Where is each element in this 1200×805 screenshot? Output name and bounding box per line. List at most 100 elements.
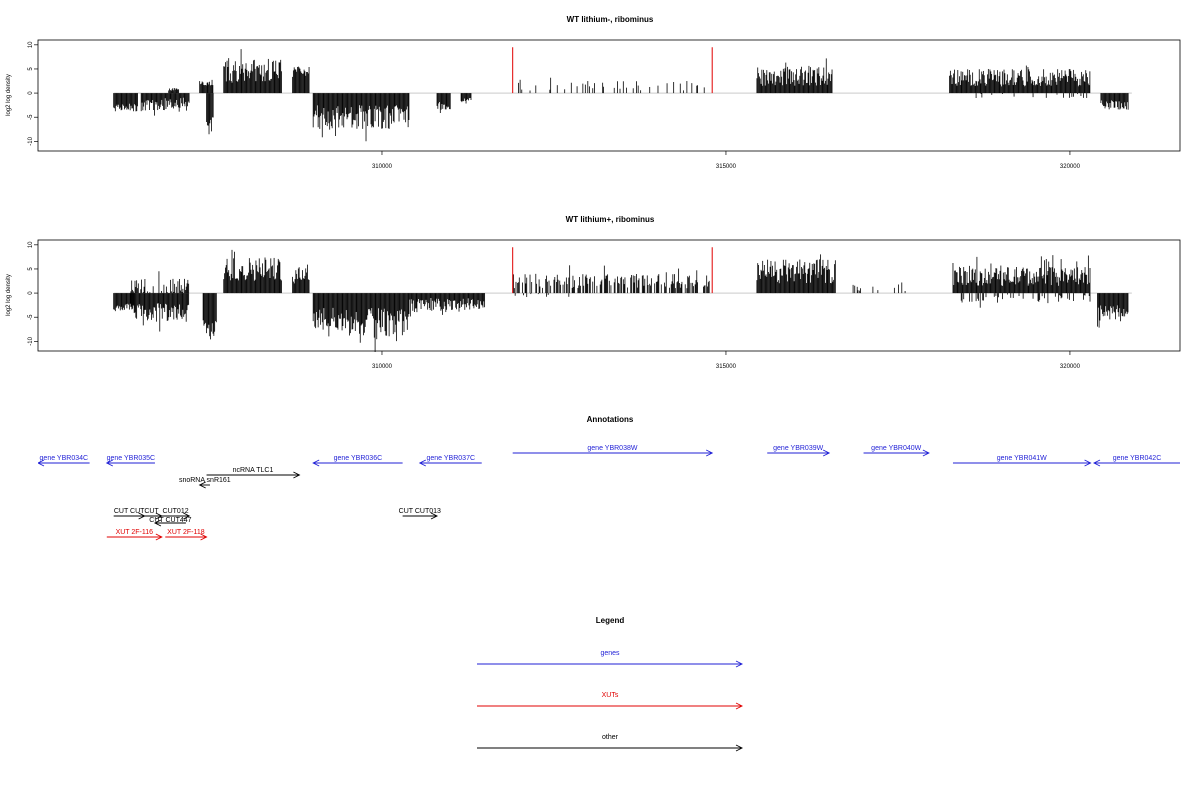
y-tick-label: 5: [28, 67, 34, 71]
legend: Legend genes XUTs other: [477, 616, 744, 752]
x-axis: 310000 315000 320000: [372, 351, 1081, 370]
feature-label: ncRNA TLC1: [233, 467, 274, 474]
x-tick-label: 310000: [372, 164, 393, 170]
x-tick-label: 320000: [1060, 164, 1081, 170]
feature-label: CUT CUT447: [149, 517, 191, 524]
feature-arrowhead: [1092, 459, 1101, 467]
signal-segment: [756, 58, 833, 94]
legend-item: other: [477, 734, 744, 752]
feature-arrowhead: [705, 449, 714, 457]
signal-segment: [975, 93, 1088, 99]
feature-arrowhead: [105, 459, 113, 467]
annotation-other: CUT012: [161, 508, 191, 520]
feature-label: gene YBR036C: [334, 455, 383, 462]
annotation-gene: gene YBR038W: [512, 445, 714, 457]
y-tick-label: -5: [28, 114, 34, 120]
annotation-features: gene YBR034C gene YBR035C ncRNA TLC1snoRNA…: [38, 445, 1180, 541]
annotation-other: snoRNA snR161: [179, 477, 231, 489]
x-tick-label: 315000: [716, 364, 737, 370]
feature-arrowhead: [200, 533, 208, 541]
signal-segment: [292, 264, 310, 294]
feature-label: CUT: [144, 508, 159, 515]
feature-arrowhead: [418, 459, 427, 467]
chart-title: WT lithium+, ribominus: [566, 215, 655, 224]
annotation-gene: gene YBR040W: [863, 445, 930, 457]
y-tick-label: 0: [28, 91, 34, 95]
annotation-gene: gene YBR034C: [38, 455, 90, 467]
annotation-gene: gene YBR042C: [1092, 455, 1180, 467]
feature-arrowhead: [155, 533, 163, 541]
feature-label: gene YBR037C: [427, 455, 476, 462]
signal-segment: [960, 293, 1091, 308]
legend-item: genes: [477, 650, 744, 668]
feature-label: XUT 2F-116: [116, 529, 154, 536]
signal-segment: [1100, 93, 1129, 110]
panel-wt-lithium-minus: WT lithium-, ribominus log2 log density …: [6, 15, 1181, 170]
y-axis: -10 -5 0 5 10: [28, 241, 38, 346]
y-tick-label: 5: [28, 267, 34, 271]
annotation-other: CUT CUT: [113, 508, 146, 520]
annotation-other: ncRNA TLC1: [206, 467, 301, 479]
legend-arrowhead: [735, 660, 744, 668]
plot-frame: [37, 39, 1181, 152]
legend-title: Legend: [596, 616, 625, 625]
signal-segment: [202, 293, 217, 340]
signal-segment: [223, 49, 282, 94]
feature-label: gene YBR038W: [587, 445, 637, 452]
signal-segment: [130, 271, 190, 294]
x-axis: 310000 315000 320000: [372, 151, 1081, 170]
feature-arrowhead: [1084, 459, 1092, 467]
signal-segment: [756, 254, 836, 294]
signal-segment: [514, 293, 570, 298]
y-tick-label: 0: [28, 291, 34, 295]
x-tick-label: 320000: [1060, 364, 1081, 370]
feature-arrowhead: [922, 449, 930, 457]
feature-label: gene YBR035C: [107, 455, 156, 462]
signal-segment: [1097, 293, 1129, 328]
feature-label: CUT012: [163, 508, 189, 515]
annotation-gene: gene YBR041W: [952, 455, 1092, 467]
chart-title: WT lithium-, ribominus: [567, 15, 654, 24]
annotation-other: CUT CUT447: [149, 517, 192, 527]
signal-segment: [518, 77, 705, 94]
plot-frame: [37, 239, 1181, 352]
signal-segment: [513, 265, 710, 294]
signal-segment: [140, 93, 190, 116]
y-tick-label: -10: [28, 136, 34, 145]
feature-arrowhead: [153, 519, 162, 527]
feature-label: gene YBR039W: [773, 445, 823, 452]
x-tick-label: 310000: [372, 364, 393, 370]
legend-arrowhead: [735, 744, 744, 752]
y-tick-label: 10: [28, 241, 34, 248]
signal-segment: [409, 293, 486, 317]
feature-label: XUT 2F-118: [167, 529, 205, 536]
annotation-gene: gene YBR035C: [105, 455, 156, 467]
signal-segment: [852, 282, 906, 294]
signal-segment: [113, 93, 139, 112]
y-axis-label: log2 log density: [6, 274, 12, 316]
signal-segment: [952, 255, 1091, 294]
signal-segment: [949, 65, 1091, 94]
annotation-tracks: gene YBR034C gene YBR035C ncRNA TLC1snoRNA…: [38, 445, 1180, 541]
y-axis: -10 -5 0 5 10: [28, 41, 38, 146]
signal-segment: [312, 293, 410, 353]
feature-arrowhead: [312, 459, 320, 467]
signal-segment: [206, 93, 214, 135]
x-tick-label: 315000: [716, 164, 737, 170]
signal-segment: [199, 79, 214, 94]
feature-arrowhead: [430, 512, 439, 520]
legend-label: genes: [600, 650, 620, 657]
signal-segment: [223, 249, 282, 294]
feature-label: gene YBR040W: [871, 445, 921, 452]
legend-label: XUTs: [602, 692, 619, 699]
legend-item: XUTs: [477, 692, 744, 710]
feature-arrowhead: [183, 512, 191, 520]
signal-segment: [292, 66, 310, 94]
y-tick-label: -10: [28, 336, 34, 345]
signal-segment: [312, 93, 410, 142]
feature-label: gene YBR041W: [997, 455, 1047, 462]
y-tick-label: 10: [28, 41, 34, 48]
y-axis-label: log2 log density: [6, 74, 12, 116]
